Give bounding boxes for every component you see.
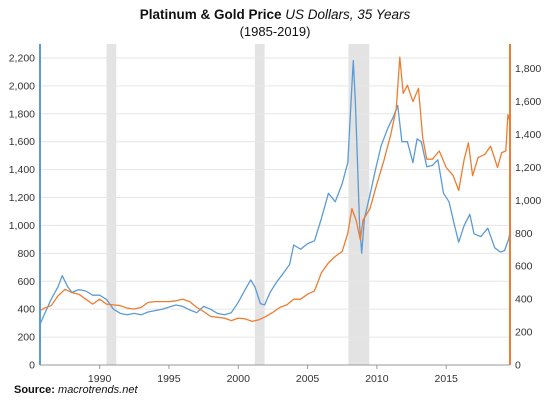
right-tick-label: 1,600 [515, 96, 541, 108]
left-tick-label: 2,000 [9, 80, 35, 92]
left-tick-label: 1,000 [9, 220, 35, 232]
axes [39, 44, 511, 369]
right-tick-label: 1,000 [515, 195, 541, 207]
left-tick-label: 1,800 [9, 108, 35, 120]
left-tick-label: 1,200 [9, 192, 35, 204]
x-tick-label: 2005 [296, 373, 320, 385]
left-tick-label: 800 [17, 248, 35, 260]
series-lines [39, 56, 511, 325]
recession-bands [106, 44, 370, 365]
chart-subtitle: (1985-2019) [239, 24, 311, 39]
chart-title-suffix: US Dollars, 35 Years [285, 7, 411, 22]
tick-labels: 0 200 400 600 800 1,000 1,200 1,400 1,600 1,800 2,… [9, 52, 542, 385]
right-tick-label: 400 [515, 294, 533, 306]
recession-band [254, 44, 265, 365]
left-tick-label: 600 [17, 276, 35, 288]
x-tick-label: 2010 [365, 373, 389, 385]
source-note: Source: macrotrends.net [14, 384, 138, 396]
left-tick-label: 1,400 [9, 164, 35, 176]
left-tick-label: 0 [29, 360, 35, 372]
right-tick-label: 1,200 [515, 162, 541, 174]
right-tick-label: 800 [515, 228, 533, 240]
left-tick-label: 2,200 [9, 52, 35, 64]
right-tick-label: 0 [515, 360, 521, 372]
chart-title-main: Platinum & Gold Price [139, 7, 282, 22]
source-value: macrotrends.net [58, 384, 138, 396]
source-label: Source: [14, 384, 55, 396]
recession-band [106, 44, 117, 365]
right-tick-label: 1,400 [515, 129, 541, 141]
grid-lines [40, 57, 510, 338]
right-tick-label: 200 [515, 327, 533, 339]
right-tick-label: 1,800 [515, 63, 541, 75]
gold-line [39, 56, 511, 323]
left-tick-label: 1,600 [9, 136, 35, 148]
x-tick-label: 2000 [227, 373, 251, 385]
x-tick-label: 2015 [435, 373, 459, 385]
left-tick-label: 200 [17, 332, 35, 344]
left-tick-label: 400 [17, 304, 35, 316]
x-tick-label: 1990 [88, 373, 112, 385]
chart-title: Platinum & Gold Price US Dollars, 35 Yea… [0, 6, 550, 23]
x-tick-label: 1995 [157, 373, 181, 385]
platinum-line [39, 60, 511, 325]
right-tick-label: 600 [515, 261, 533, 273]
